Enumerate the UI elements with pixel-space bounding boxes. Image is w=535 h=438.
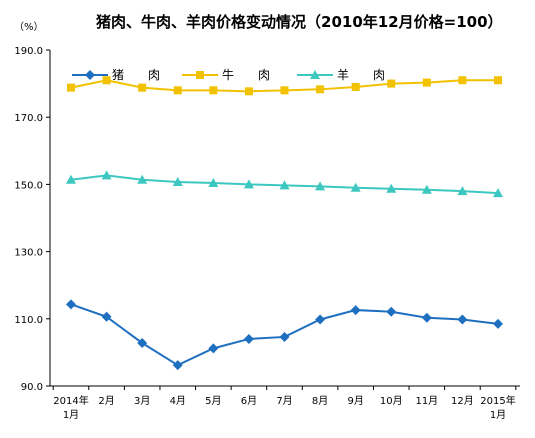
data-point: [137, 337, 148, 348]
data-point: [386, 306, 397, 317]
data-point: [315, 314, 326, 325]
data-point: [279, 331, 290, 342]
x-tick-label: 8月: [312, 395, 328, 407]
y-tick-label: 190.0: [14, 46, 43, 57]
data-point: [316, 85, 325, 94]
data-point: [243, 179, 254, 189]
data-point: [244, 87, 253, 96]
data-point: [493, 318, 503, 329]
x-tick-label: 2015年 1月: [480, 394, 515, 421]
legend-marker: [196, 71, 204, 79]
data-point: [101, 170, 112, 180]
data-point: [243, 333, 254, 344]
data-point: [137, 174, 148, 184]
data-point: [457, 314, 468, 325]
y-tick-label: 170.0: [14, 113, 43, 124]
legend: 猪 肉牛 肉羊 肉: [72, 67, 385, 82]
y-tick-label: 110.0: [14, 315, 43, 326]
axes: 90.0 110.0 130.0 150.0 170.0 190.0 2014年 1月 2月 3月…: [14, 46, 520, 421]
data-point: [280, 86, 289, 95]
data-point: [279, 180, 290, 190]
legend-marker: [85, 70, 95, 80]
data-point: [208, 343, 219, 354]
data-point: [386, 183, 397, 193]
data-point: [67, 83, 75, 92]
x-tick-label: 3月: [134, 395, 150, 407]
data-point: [457, 186, 468, 196]
x-tick-label: 9月: [347, 395, 363, 407]
data-point: [350, 182, 361, 192]
data-point: [173, 86, 182, 95]
data-point: [350, 305, 361, 316]
data-point: [209, 86, 218, 95]
chart-title: 猪肉、牛肉、羊肉价格变动情况（2010年12月价格=100）: [95, 13, 503, 31]
data-point: [422, 78, 431, 87]
y-tick-label: 150.0: [14, 180, 43, 191]
x-tick-label: 5月: [205, 395, 221, 407]
data-point: [172, 360, 183, 371]
x-tick-label: 2014年 1月: [53, 394, 88, 421]
y-tick-label: 130.0: [14, 248, 43, 259]
data-point: [208, 178, 219, 188]
series-group: [66, 299, 503, 371]
legend-marker: [310, 70, 320, 79]
data-point: [138, 83, 147, 92]
y-tick-label: 90.0: [21, 382, 43, 393]
x-tick-label: 4月: [170, 395, 186, 407]
x-tick-label: 12月: [451, 395, 474, 407]
data-point: [172, 177, 183, 187]
series-group: [66, 170, 503, 198]
data-point: [421, 184, 432, 194]
series-group: [67, 76, 502, 96]
data-point: [66, 174, 76, 184]
x-tick-label: 11月: [415, 395, 438, 407]
data-point: [387, 79, 396, 88]
x-tick-label: 10月: [380, 395, 403, 407]
data-point: [351, 82, 360, 91]
data-point: [421, 312, 432, 323]
legend-label: 牛 肉: [222, 67, 270, 82]
series-layer: [66, 76, 503, 371]
legend-label: 猪 肉: [112, 68, 160, 82]
data-point: [493, 188, 503, 198]
data-point: [315, 181, 326, 191]
data-point: [66, 299, 76, 310]
data-point: [494, 76, 502, 85]
legend-label: 羊 肉: [337, 67, 385, 82]
unit-label: （%）: [14, 21, 44, 33]
data-point: [101, 311, 112, 322]
x-tick-label: 7月: [276, 395, 292, 407]
data-point: [102, 76, 111, 85]
data-point: [458, 76, 467, 85]
x-tick-label: 6月: [241, 395, 257, 407]
legend-item: 牛 肉: [182, 67, 270, 82]
x-tick-label: 2月: [98, 395, 114, 407]
legend-item: 羊 肉: [297, 67, 385, 82]
legend-item: 猪 肉: [72, 68, 160, 82]
